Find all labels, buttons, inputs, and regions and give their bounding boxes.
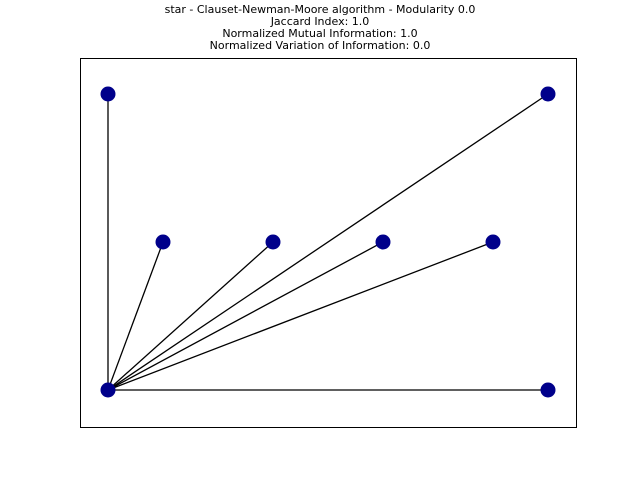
title-line-jaccard: Jaccard Index: 1.0 — [270, 15, 370, 28]
title-line-nvi: Normalized Variation of Information: 0.0 — [209, 39, 431, 52]
graph-node-n0 — [100, 382, 116, 398]
graph-nodes — [100, 86, 556, 398]
graph-edge-n0-n3 — [107, 241, 274, 391]
graph-node-n1 — [100, 86, 116, 102]
graph-edge-n0-n4 — [107, 241, 384, 391]
graph-edges — [107, 93, 549, 391]
graph-node-n3 — [265, 234, 281, 250]
graph-edge-n0-n6 — [107, 93, 549, 391]
figure-title: star - Clauset-Newman-Moore algorithm - … — [0, 4, 640, 52]
graph-node-n7 — [540, 382, 556, 398]
graph-node-n5 — [485, 234, 501, 250]
title-line-algorithm: star - Clauset-Newman-Moore algorithm - … — [164, 3, 476, 16]
graph-node-n6 — [540, 86, 556, 102]
graph-node-n4 — [375, 234, 391, 250]
graph-node-n2 — [155, 234, 171, 250]
graph-edge-n0-n2 — [107, 241, 164, 391]
graph-edge-n0-n5 — [107, 241, 494, 391]
plot-frame — [80, 58, 577, 428]
title-line-nmi: Normalized Mutual Information: 1.0 — [222, 27, 418, 40]
